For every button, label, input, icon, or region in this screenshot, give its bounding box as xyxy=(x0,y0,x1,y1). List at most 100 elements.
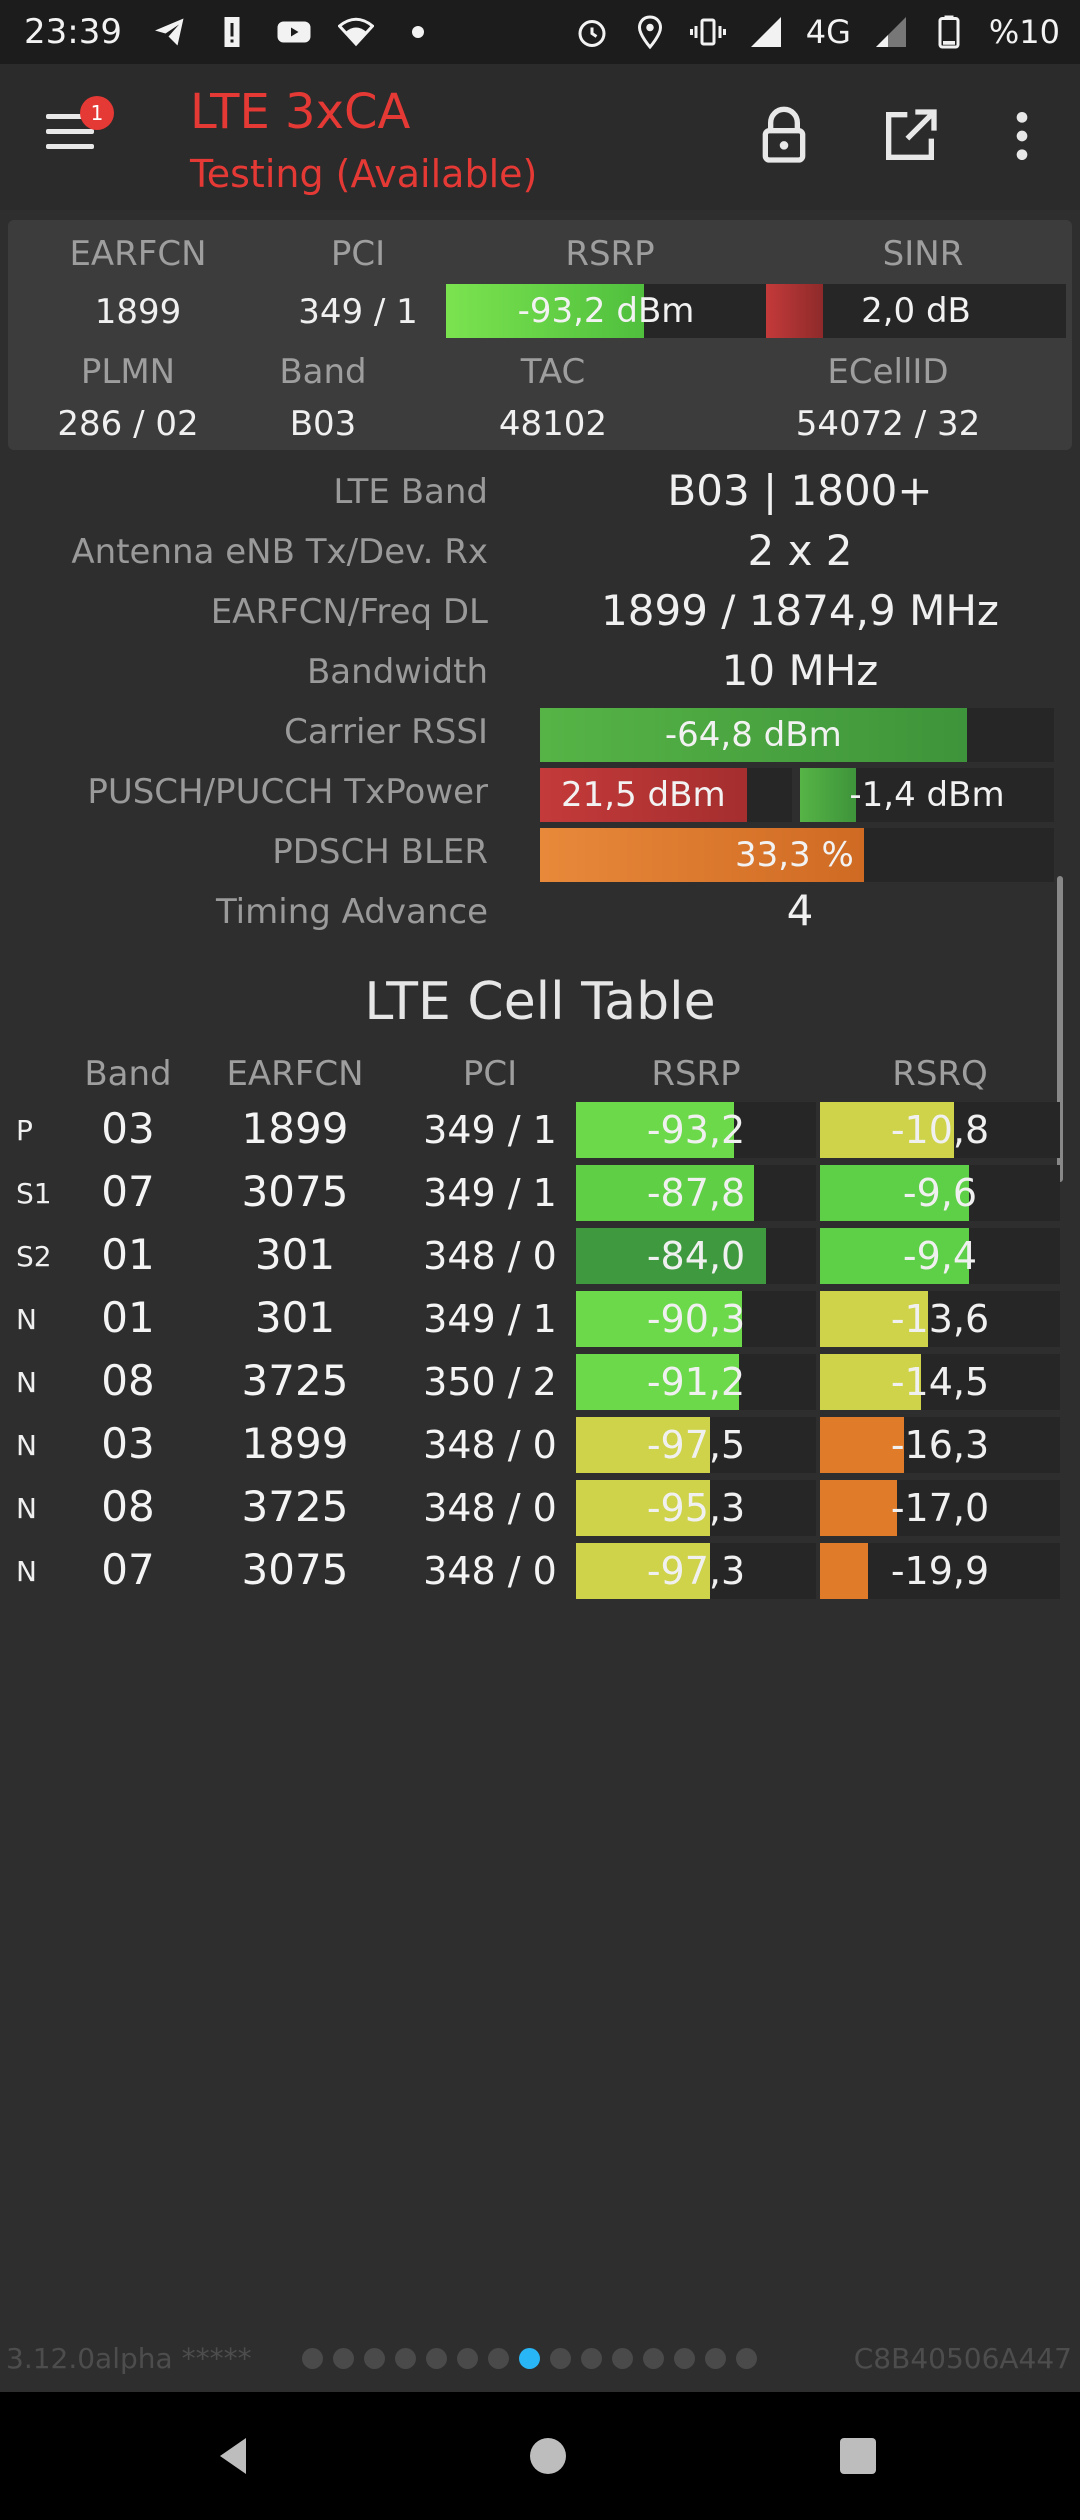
antenna-label: Antenna eNB Tx/Dev. Rx xyxy=(71,532,488,572)
page-dot[interactable] xyxy=(395,2348,416,2369)
toolbar: 1 LTE 3xCA Testing (Available) xyxy=(0,64,1080,210)
menu-button[interactable] xyxy=(42,110,98,154)
row-type: S1 xyxy=(16,1177,52,1210)
alert-icon xyxy=(224,17,240,47)
open-external-icon[interactable] xyxy=(878,104,942,168)
page-dot[interactable] xyxy=(705,2348,726,2369)
cell-rsrq-bar: -19,9 xyxy=(820,1543,1060,1599)
bler-label: PDSCH BLER xyxy=(272,832,488,872)
cell-rsrq-bar: -9,6 xyxy=(820,1165,1060,1221)
cell-rsrq-bar: -17,0 xyxy=(820,1480,1060,1536)
cell-rsrq-fill xyxy=(820,1291,928,1347)
cell-rsrq: -14,5 xyxy=(890,1360,990,1404)
cell-rsrp-fill xyxy=(576,1543,711,1599)
rsrp-value: -93,2 dBm xyxy=(517,291,695,331)
pucch-value: -1,4 dBm xyxy=(849,775,1005,815)
cell-rsrq-bar: -16,3 xyxy=(820,1417,1060,1473)
cell-band: 03 xyxy=(101,1104,155,1153)
page-dot[interactable] xyxy=(581,2348,602,2369)
youtube-icon xyxy=(277,21,311,43)
cell-pci: 348 / 0 xyxy=(423,1423,557,1467)
cell-rsrq-bar: -10,8 xyxy=(820,1102,1060,1158)
bandwidth-value: 10 MHz xyxy=(721,646,879,695)
clock: 23:39 xyxy=(24,12,122,52)
bandwidth-label: Bandwidth xyxy=(306,652,488,692)
page-dot[interactable] xyxy=(550,2348,571,2369)
page-title: LTE 3xCA xyxy=(190,84,411,140)
vibrate-icon xyxy=(689,18,726,46)
page-dot[interactable] xyxy=(643,2348,664,2369)
rsrp-bar: -93,2 dBm xyxy=(446,284,766,338)
back-icon xyxy=(220,2438,246,2474)
cell-rsrp-bar: -97,5 xyxy=(576,1417,816,1473)
location-icon xyxy=(637,15,662,50)
back-button[interactable] xyxy=(200,2422,268,2490)
lock-icon[interactable] xyxy=(752,104,816,168)
cell-earfcn: 301 xyxy=(254,1230,336,1279)
pucch-bar-fill xyxy=(800,768,856,822)
pusch-bar-fill xyxy=(540,768,747,822)
recents-button[interactable] xyxy=(824,2422,892,2490)
cell-pci: 348 / 0 xyxy=(423,1234,557,1278)
dot-icon xyxy=(411,26,424,38)
cell-pci: 349 / 1 xyxy=(423,1108,557,1152)
ecellid-header: ECellID xyxy=(827,352,949,392)
page-indicator xyxy=(302,2348,757,2369)
page-dot[interactable] xyxy=(457,2348,478,2369)
cell-band: 01 xyxy=(101,1293,155,1342)
pci-header: PCI xyxy=(330,234,386,274)
signal-icon xyxy=(750,17,781,47)
bler-bar-fill xyxy=(540,828,864,882)
cell-rsrp-fill xyxy=(576,1480,711,1536)
serving-cell-summary: EARFCN PCI RSRP SINR 1899 349 / 1 -93,2 … xyxy=(8,220,1072,450)
home-button[interactable] xyxy=(514,2422,582,2490)
page-dot[interactable] xyxy=(612,2348,633,2369)
band-header: Band xyxy=(279,352,367,392)
device-id: C8B40506A447 xyxy=(853,2342,1072,2375)
page-dot[interactable] xyxy=(364,2348,385,2369)
bler-value: 33,3 % xyxy=(734,835,854,875)
row-type: S2 xyxy=(16,1240,52,1273)
page-dot[interactable] xyxy=(426,2348,447,2369)
cell-rsrp-bar: -95,3 xyxy=(576,1480,816,1536)
scrollbar[interactable] xyxy=(1057,876,1063,1182)
cell-band: 08 xyxy=(101,1482,155,1531)
more-options-icon[interactable] xyxy=(990,104,1054,168)
signal-2-icon xyxy=(875,17,906,47)
cell-rsrq-bar: -13,6 xyxy=(820,1291,1060,1347)
sinr-value: 2,0 dB xyxy=(861,291,971,331)
cell-rsrp: -97,3 xyxy=(646,1549,746,1593)
cell-rsrq-fill xyxy=(820,1417,904,1473)
cell-rsrq: -10,8 xyxy=(890,1108,990,1152)
cell-rsrp-bar: -97,3 xyxy=(576,1543,816,1599)
row-type: N xyxy=(16,1492,37,1525)
cell-earfcn: 3725 xyxy=(241,1356,349,1405)
col-header-band: Band xyxy=(84,1054,172,1094)
pci-value: 349 / 1 xyxy=(298,292,418,332)
page-dot[interactable] xyxy=(333,2348,354,2369)
page-dot[interactable] xyxy=(736,2348,757,2369)
tac-header: TAC xyxy=(520,352,586,392)
cell-rsrp-bar: -90,3 xyxy=(576,1291,816,1347)
cell-earfcn: 1899 xyxy=(241,1104,349,1153)
row-type: N xyxy=(16,1366,37,1399)
cell-pci: 350 / 2 xyxy=(423,1360,557,1404)
page-dot[interactable] xyxy=(488,2348,509,2369)
wifi-icon xyxy=(337,17,374,47)
cell-table-title: LTE Cell Table xyxy=(364,972,716,1032)
battery-icon xyxy=(938,15,960,49)
cell-rsrq-fill xyxy=(820,1480,897,1536)
page-dot[interactable] xyxy=(674,2348,695,2369)
plmn-header: PLMN xyxy=(80,352,176,392)
col-header-earfcn: EARFCN xyxy=(226,1054,364,1094)
rsrp-header: RSRP xyxy=(565,234,655,274)
cell-rsrp: -93,2 xyxy=(646,1108,746,1152)
cell-rsrp: -97,5 xyxy=(646,1423,746,1467)
cell-rsrp-bar: -87,8 xyxy=(576,1165,816,1221)
page-dot-active[interactable] xyxy=(519,2348,540,2369)
row-type: P xyxy=(16,1114,33,1147)
cell-rsrp-fill xyxy=(576,1417,711,1473)
cell-rsrp-fill xyxy=(576,1102,735,1158)
cell-rsrp-bar: -91,2 xyxy=(576,1354,816,1410)
page-dot[interactable] xyxy=(302,2348,323,2369)
